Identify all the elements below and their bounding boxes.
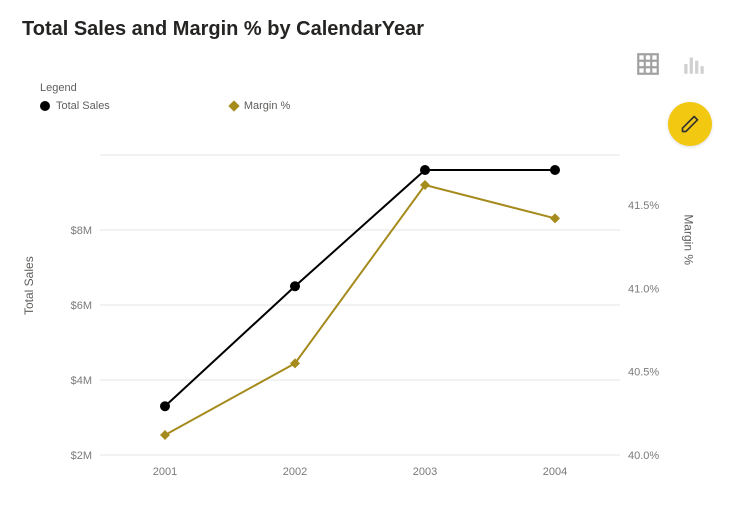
svg-text:2001: 2001 — [153, 466, 177, 478]
y2-axis-label: Margin % — [682, 214, 696, 265]
svg-text:$4M: $4M — [71, 375, 92, 387]
edit-button[interactable] — [668, 102, 712, 146]
svg-text:2003: 2003 — [413, 466, 437, 478]
chart-area: Total Sales Margin % $2M$4M$6M$8M40.0%40… — [30, 145, 690, 495]
svg-text:41.0%: 41.0% — [628, 283, 659, 295]
legend-item-margin[interactable]: Margin % — [230, 100, 290, 112]
legend-title: Legend — [40, 82, 290, 94]
diamond-marker-icon — [228, 100, 239, 111]
legend: Legend Total Sales Margin % — [40, 82, 290, 112]
chart-svg: $2M $4M $6M $8M 40.0% 40.5% 41.0% 41.5% 2001 2002… — [30, 145, 690, 495]
svg-text:40.0%: 40.0% — [628, 450, 659, 462]
chart-title: Total Sales and Margin % by CalendarYear — [22, 18, 424, 41]
svg-text:$8M: $8M — [71, 225, 92, 237]
table-icon — [635, 51, 661, 77]
legend-item-total-sales[interactable]: Total Sales — [40, 100, 110, 112]
pencil-icon — [680, 114, 700, 134]
y1-axis-label: Total Sales — [22, 256, 36, 315]
table-view-button[interactable] — [630, 46, 666, 82]
bar-view-button[interactable] — [676, 46, 712, 82]
svg-text:2002: 2002 — [283, 466, 307, 478]
circle-marker-icon — [40, 101, 50, 111]
svg-text:$6M: $6M — [71, 300, 92, 312]
svg-text:41.5%: 41.5% — [628, 200, 659, 212]
svg-text:$2M: $2M — [71, 450, 92, 462]
bars-icon — [681, 51, 707, 77]
svg-text:40.5%: 40.5% — [628, 367, 659, 379]
legend-label: Total Sales — [56, 100, 110, 112]
legend-label: Margin % — [244, 100, 290, 112]
chart-toolbar — [630, 46, 712, 82]
svg-text:2004: 2004 — [543, 466, 567, 478]
